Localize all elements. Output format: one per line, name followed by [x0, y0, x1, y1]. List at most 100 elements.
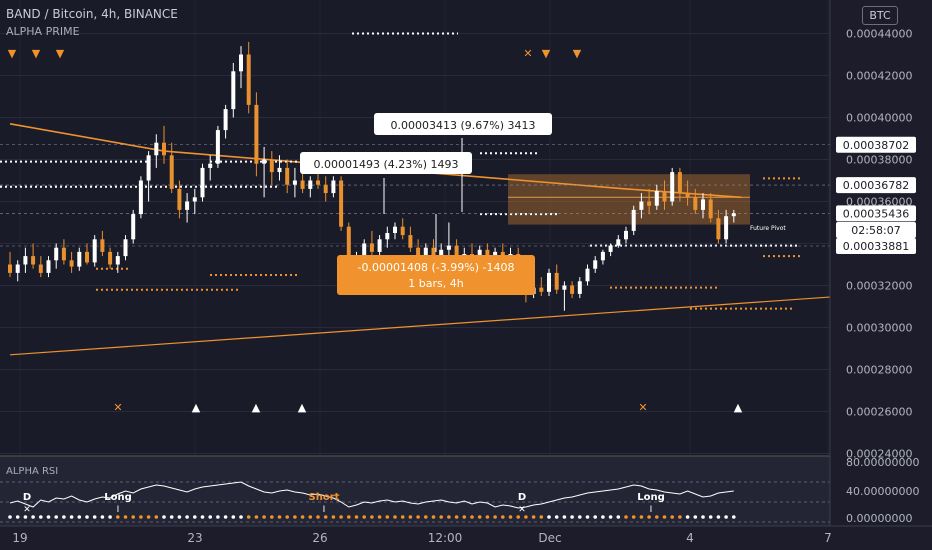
candle-body[interactable] — [593, 260, 598, 269]
candle-body[interactable] — [138, 180, 143, 215]
candle-body[interactable] — [616, 239, 621, 246]
candle-body[interactable] — [331, 180, 336, 194]
candle-body[interactable] — [300, 180, 305, 189]
candle-body[interactable] — [31, 256, 36, 265]
candle-body[interactable] — [600, 251, 605, 261]
candle-body[interactable] — [8, 264, 12, 273]
candle-body[interactable] — [585, 268, 590, 282]
candle-body[interactable] — [15, 264, 20, 273]
price-axis[interactable]: 0.00044000 0.00042000 0.00040000 0.00038000… — [829, 0, 932, 550]
candle-body[interactable] — [554, 272, 559, 290]
candle-body[interactable] — [316, 180, 320, 185]
currency-badge[interactable]: BTC — [862, 6, 898, 25]
candle-body[interactable] — [146, 155, 151, 181]
candle-body[interactable] — [393, 226, 397, 233]
candle-body[interactable] — [547, 272, 551, 292]
measure-tools[interactable]: 0.00003413 (9.67%) 3413 0.00001493 (4.23%… — [300, 113, 786, 295]
candle-body[interactable] — [724, 216, 729, 240]
candle-body[interactable] — [38, 264, 43, 273]
candle-body[interactable] — [69, 260, 74, 267]
candle-body[interactable] — [608, 245, 613, 252]
candle-body[interactable] — [292, 180, 297, 185]
candle-body[interactable] — [131, 214, 136, 240]
candle-body[interactable] — [631, 209, 636, 231]
candle-body[interactable] — [61, 247, 66, 261]
candle-body[interactable] — [639, 201, 644, 210]
candle-body[interactable] — [108, 251, 113, 265]
candle-body[interactable] — [154, 142, 159, 156]
candle-body[interactable] — [439, 249, 444, 257]
candle-body[interactable] — [177, 188, 182, 210]
candle-body[interactable] — [223, 109, 228, 131]
candle-body[interactable] — [200, 167, 205, 198]
candle-body[interactable] — [285, 167, 290, 185]
candle-body[interactable] — [385, 233, 390, 240]
candle-body[interactable] — [477, 249, 482, 259]
candle-body[interactable] — [323, 184, 328, 194]
candle-body[interactable] — [685, 193, 690, 198]
candle-body[interactable] — [54, 247, 59, 261]
candle-body[interactable] — [731, 213, 736, 217]
candle-body[interactable] — [647, 201, 652, 206]
candle-body[interactable] — [701, 199, 705, 210]
candle-body[interactable] — [185, 201, 190, 210]
price-label-box[interactable] — [836, 136, 916, 153]
time-axis[interactable]: 19 23 26 12:00 Dec 4 7 — [0, 525, 932, 550]
candle-body[interactable] — [239, 54, 243, 72]
candle-body[interactable] — [23, 256, 28, 265]
candle-body[interactable] — [539, 287, 544, 292]
candle-body[interactable] — [215, 130, 220, 164]
rsi-panel[interactable]: ALPHA RSI D Long Short D Long ✕ ✕ I I I — [0, 455, 830, 523]
trend-line[interactable] — [9, 289, 932, 356]
candle-body[interactable] — [408, 235, 413, 248]
candle-body[interactable] — [262, 159, 267, 164]
candle-body[interactable] — [677, 172, 682, 194]
rsi-label[interactable]: ALPHA RSI — [6, 466, 58, 477]
candle-body[interactable] — [208, 163, 213, 168]
price-label-box[interactable] — [836, 177, 916, 194]
symbol-title[interactable]: BAND / Bitcoin, 4h, BINANCE — [6, 7, 178, 21]
candle-body[interactable] — [716, 218, 721, 240]
candle-body[interactable] — [254, 104, 259, 164]
candle-body[interactable] — [339, 180, 344, 227]
candle-body[interactable] — [362, 243, 367, 261]
candle-body[interactable] — [162, 142, 166, 156]
candle-body[interactable] — [100, 239, 105, 252]
candle-body[interactable] — [562, 285, 567, 290]
candle-body[interactable] — [231, 71, 236, 110]
candle-body[interactable] — [708, 199, 713, 219]
candle-body[interactable] — [46, 260, 51, 273]
measure-box[interactable] — [337, 255, 535, 295]
rsi-line[interactable] — [9, 481, 734, 509]
candle-body[interactable] — [423, 247, 428, 257]
candle-body[interactable] — [115, 256, 120, 265]
candle-body[interactable] — [123, 239, 128, 257]
candle-body[interactable] — [577, 281, 582, 294]
candle-body[interactable] — [246, 54, 251, 105]
candle-body[interactable] — [570, 285, 575, 294]
measure-box[interactable] — [374, 113, 552, 135]
candle-body[interactable] — [454, 245, 459, 261]
indicator-name[interactable]: ALPHA PRIME — [6, 25, 80, 38]
candle-body[interactable] — [169, 155, 174, 189]
candle-body[interactable] — [431, 247, 436, 257]
candle-body[interactable] — [192, 197, 197, 202]
candle-body[interactable] — [446, 245, 451, 250]
price-label-box[interactable] — [836, 237, 916, 254]
candle-body[interactable] — [493, 251, 498, 257]
candle-body[interactable] — [624, 230, 628, 240]
candle-body[interactable] — [400, 226, 405, 236]
candle-body[interactable] — [662, 191, 667, 202]
price-label-box[interactable] — [836, 205, 916, 222]
candle-body[interactable] — [416, 247, 421, 257]
candle-body[interactable] — [377, 239, 382, 252]
candle-body[interactable] — [654, 191, 659, 206]
candle-body[interactable] — [346, 226, 351, 273]
candle-body[interactable] — [485, 249, 490, 257]
candle-body[interactable] — [693, 197, 698, 210]
candle-body[interactable] — [269, 159, 274, 173]
countdown-box[interactable] — [836, 222, 916, 238]
candle-body[interactable] — [85, 251, 89, 263]
